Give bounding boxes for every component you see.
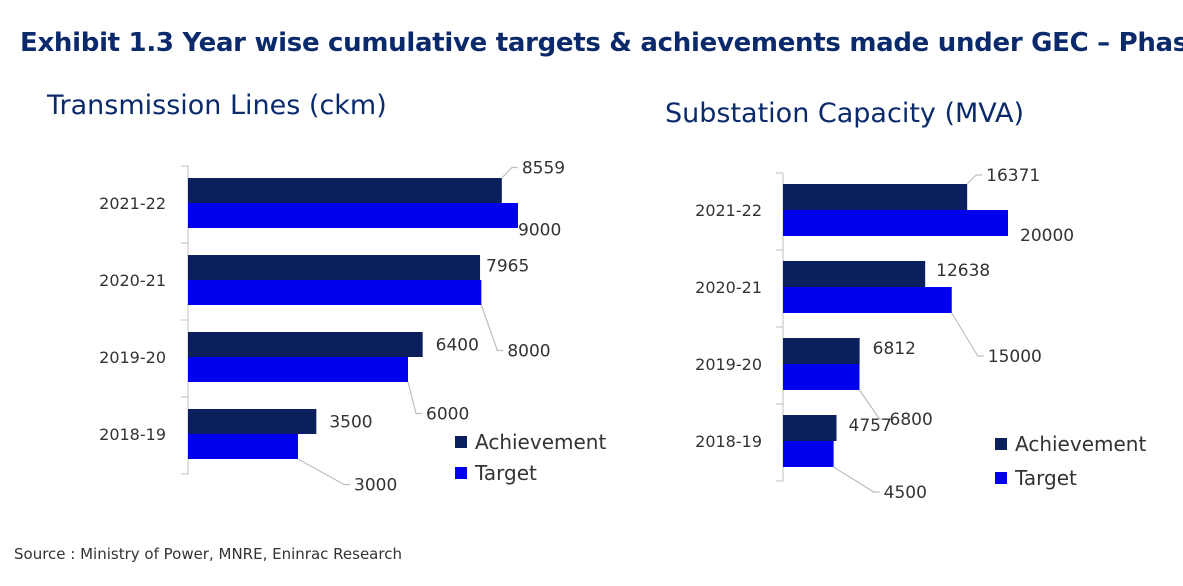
substation-bar-achievement — [783, 261, 926, 287]
transmission-category-label: 2021-22 — [99, 194, 166, 213]
transmission-data-label: 6400 — [436, 336, 479, 356]
substation-bar-target — [783, 210, 1008, 236]
substation-data-label: 12638 — [936, 261, 990, 281]
source-note: Source : Ministry of Power, MNRE, Eninra… — [14, 545, 402, 563]
transmission-chart-title: Transmission Lines (ckm) — [47, 90, 387, 121]
transmission-legend-swatch-target — [455, 467, 467, 479]
substation-category-label: 2021-22 — [695, 201, 762, 220]
transmission-data-label: 3500 — [329, 413, 372, 433]
transmission-bar-achievement — [188, 332, 423, 357]
substation-bar-target — [783, 287, 952, 313]
substation-data-label: 15000 — [988, 347, 1042, 367]
transmission-legend-label: Achievement — [475, 430, 606, 454]
substation-leader-line — [859, 389, 886, 420]
substation-data-label: 6812 — [873, 339, 916, 359]
substation-bar-achievement — [783, 415, 837, 441]
transmission-data-label: 9000 — [518, 221, 561, 241]
transmission-bar-achievement — [188, 409, 317, 434]
transmission-data-label: 6000 — [426, 405, 469, 425]
transmission-data-label: 3000 — [354, 476, 397, 496]
substation-category-label: 2018-19 — [695, 432, 762, 451]
transmission-bar-target — [188, 434, 298, 459]
transmission-bar-achievement — [188, 255, 481, 280]
exhibit-title: Exhibit 1.3 Year wise cumulative targets… — [20, 28, 1183, 58]
transmission-legend-swatch-achievement — [455, 436, 467, 448]
substation-legend-label: Achievement — [1015, 432, 1146, 456]
transmission-bar-target — [188, 280, 482, 305]
transmission-bar-achievement — [188, 178, 502, 203]
substation-legend-swatch-target — [995, 472, 1007, 484]
transmission-leader-line — [501, 166, 518, 179]
transmission-category-label: 2020-21 — [99, 271, 166, 290]
substation-leader-line — [833, 466, 880, 493]
substation-data-label: 4757 — [849, 416, 892, 436]
substation-bar-achievement — [783, 338, 860, 364]
transmission-data-label: 7965 — [486, 257, 529, 277]
substation-legend-swatch-achievement — [995, 438, 1007, 450]
transmission-leader-line — [297, 458, 350, 486]
transmission-leader-line — [480, 304, 504, 352]
substation-leader-line — [966, 174, 983, 185]
transmission-data-label: 8559 — [522, 159, 565, 179]
transmission-data-label: 8000 — [507, 342, 550, 362]
transmission-category-label: 2018-19 — [99, 425, 166, 444]
substation-data-label: 20000 — [1020, 226, 1074, 246]
substation-data-label: 4500 — [884, 483, 927, 503]
substation-category-label: 2019-20 — [695, 355, 762, 374]
substation-legend-label: Target — [1014, 466, 1077, 490]
substation-bar-target — [783, 441, 834, 467]
substation-category-label: 2020-21 — [695, 278, 762, 297]
substation-data-label: 16371 — [986, 166, 1040, 186]
transmission-bar-target — [188, 203, 518, 228]
substation-leader-line — [951, 312, 984, 357]
transmission-legend-label: Target — [474, 461, 537, 485]
transmission-bar-target — [188, 357, 408, 382]
substation-bar-target — [783, 364, 860, 390]
substation-bar-achievement — [783, 184, 968, 210]
substation-chart-title: Substation Capacity (MVA) — [665, 98, 1025, 129]
transmission-leader-line — [407, 381, 422, 415]
substation-data-label: 6800 — [890, 410, 933, 430]
transmission-category-label: 2019-20 — [99, 348, 166, 367]
